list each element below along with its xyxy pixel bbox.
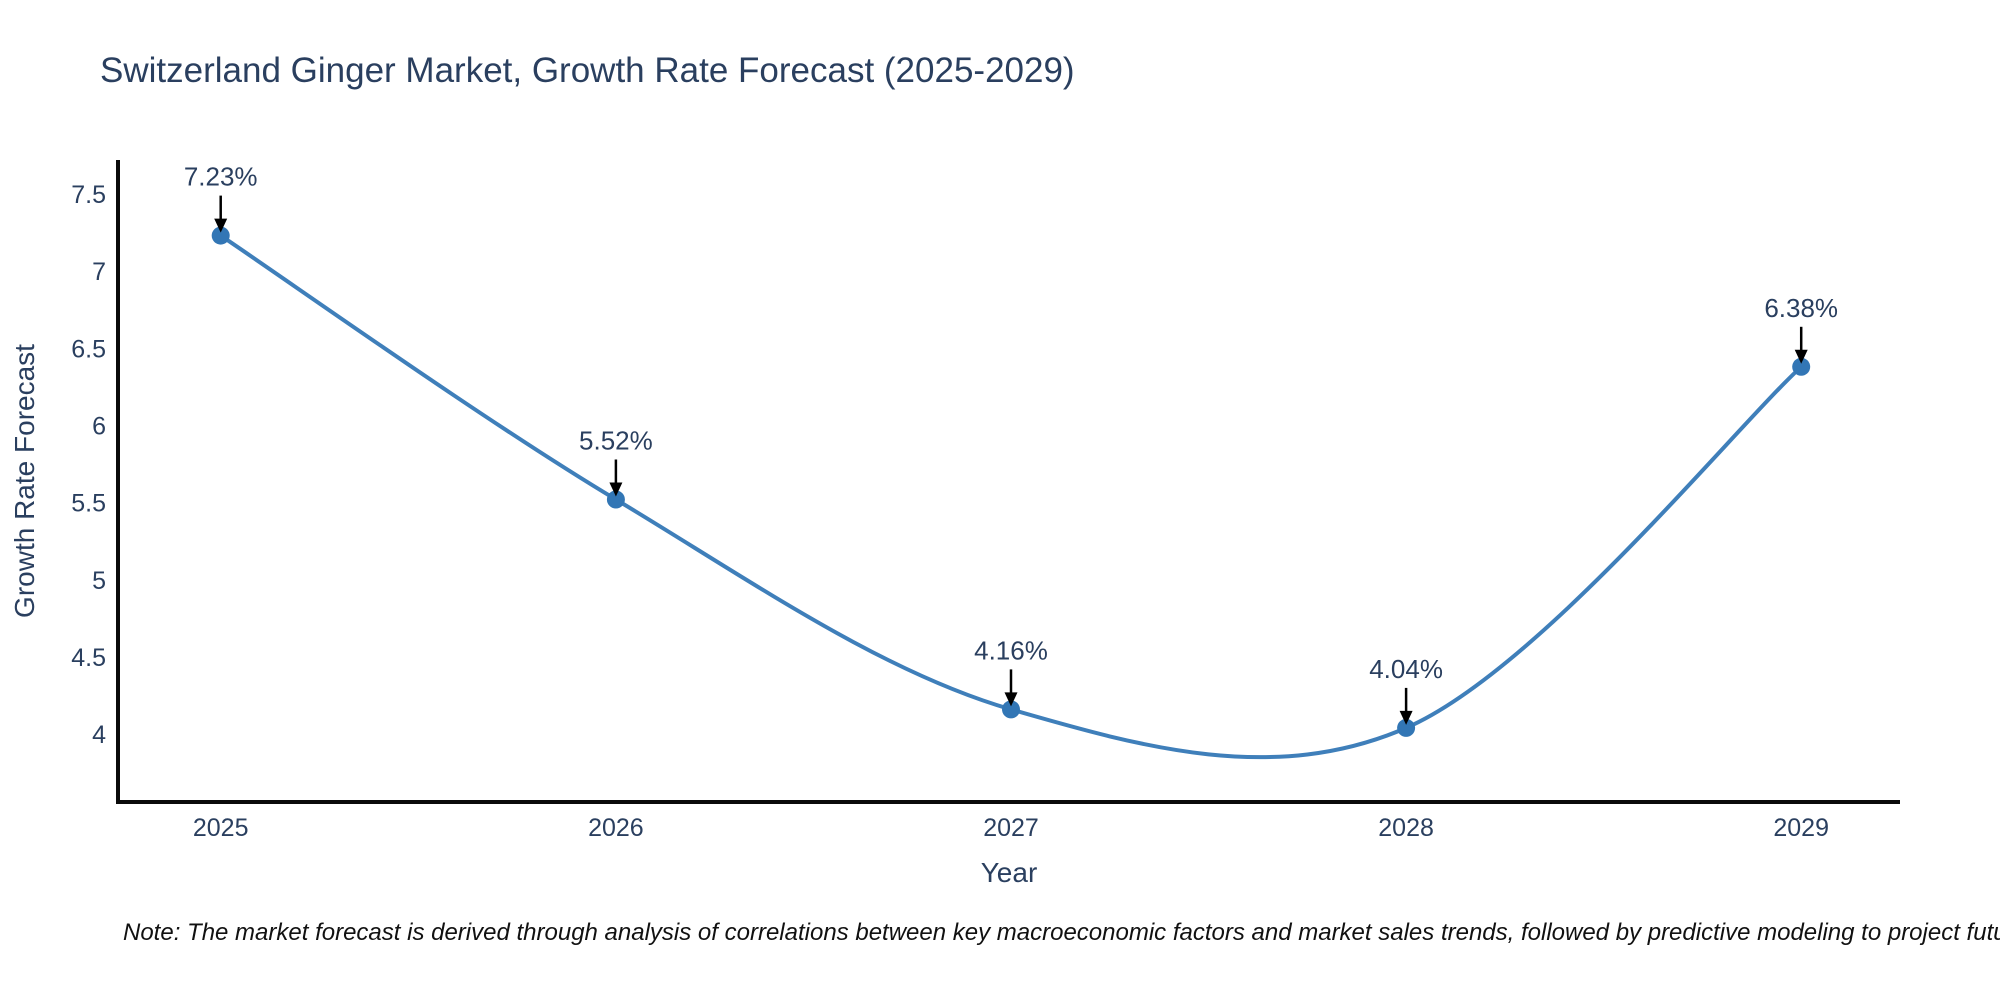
data-point	[211, 226, 230, 245]
annotation-label: 6.38%	[1764, 293, 1838, 323]
x-tick-label: 2027	[983, 814, 1039, 842]
data-point	[606, 490, 625, 509]
annotation-arrowhead-icon	[1794, 349, 1808, 364]
x-axis-title: Year	[981, 857, 1038, 888]
annotation-label: 4.16%	[974, 635, 1048, 665]
y-axis-tick-labels: 4 4.5 5 5.5 6 6.5 7 7.5	[71, 181, 106, 749]
footnote: Note: The market forecast is derived thr…	[123, 919, 2000, 946]
chart-title: Switzerland Ginger Market, Growth Rate F…	[100, 51, 1075, 90]
data-point	[1792, 357, 1811, 376]
x-tick-label: 2025	[193, 814, 249, 842]
y-axis-title: Growth Rate Forecast	[9, 344, 40, 618]
y-tick-label: 6	[92, 412, 106, 440]
annotation: 5.52%	[579, 426, 653, 497]
y-tick-label: 4.5	[71, 644, 106, 672]
annotation-label: 5.52%	[579, 426, 653, 456]
axis-lines	[116, 160, 1900, 804]
x-tick-label: 2028	[1378, 814, 1434, 842]
annotation-arrowhead-icon	[1399, 710, 1413, 725]
x-axis-tick-labels: 2025 2026 2027 2028 2029	[193, 814, 1829, 842]
y-tick-label: 4	[92, 721, 106, 749]
x-tick-label: 2029	[1773, 814, 1829, 842]
annotation: 4.16%	[974, 635, 1048, 707]
data-point	[1002, 700, 1020, 719]
x-tick-label: 2026	[588, 814, 644, 842]
data-point	[1397, 718, 1416, 737]
y-tick-label: 6.5	[71, 335, 106, 363]
y-tick-label: 7	[92, 258, 106, 286]
y-tick-label: 5	[92, 567, 106, 595]
annotation-arrowhead-icon	[214, 218, 228, 233]
data-point-markers	[211, 226, 1811, 737]
annotation: 6.38%	[1764, 293, 1838, 364]
annotation: 4.04%	[1369, 654, 1443, 725]
annotation: 7.23%	[184, 162, 258, 233]
y-tick-label: 7.5	[71, 181, 106, 209]
y-tick-label: 5.5	[71, 490, 106, 518]
annotation-label: 7.23%	[184, 162, 258, 192]
annotation-label: 4.04%	[1369, 654, 1443, 684]
annotation-arrowhead-icon	[1004, 692, 1018, 707]
data-label-annotations: 7.23% 5.52% 4.16% 4.04% 6.38%	[184, 162, 1838, 725]
annotation-arrowhead-icon	[609, 482, 623, 497]
